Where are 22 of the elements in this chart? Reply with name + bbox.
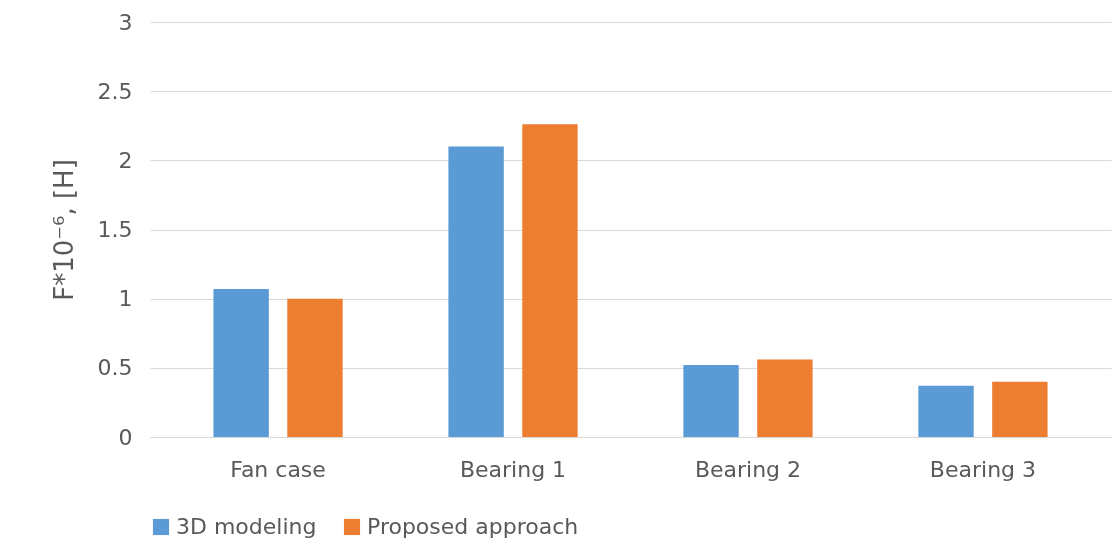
legend-label: Proposed approach — [367, 514, 579, 539]
bar — [992, 381, 1048, 437]
y-tick-label: 1.5 — [97, 217, 133, 242]
y-tick-label: 0 — [118, 424, 133, 450]
x-tick-label: Bearing 2 — [694, 456, 802, 482]
x-tick-label: Bearing 3 — [929, 456, 1037, 482]
x-tick-label: Bearing 1 — [459, 456, 567, 482]
legend-label: 3D modeling — [176, 514, 317, 539]
bar — [522, 124, 578, 437]
y-tick-label: 0.5 — [97, 355, 133, 381]
bar — [757, 359, 813, 437]
y-axis-title: F*10⁻⁶, [H] — [48, 159, 79, 301]
bar — [918, 385, 974, 437]
y-tick-label: 2.5 — [97, 78, 133, 104]
bar — [213, 288, 269, 437]
y-tick-label: 1 — [118, 286, 133, 312]
x-tick-label: Fan case — [230, 456, 326, 482]
bar — [287, 298, 343, 437]
y-tick-label: 2 — [118, 147, 133, 173]
bar — [448, 146, 504, 437]
bar — [683, 365, 739, 437]
y-tick-label: 3 — [118, 9, 133, 35]
